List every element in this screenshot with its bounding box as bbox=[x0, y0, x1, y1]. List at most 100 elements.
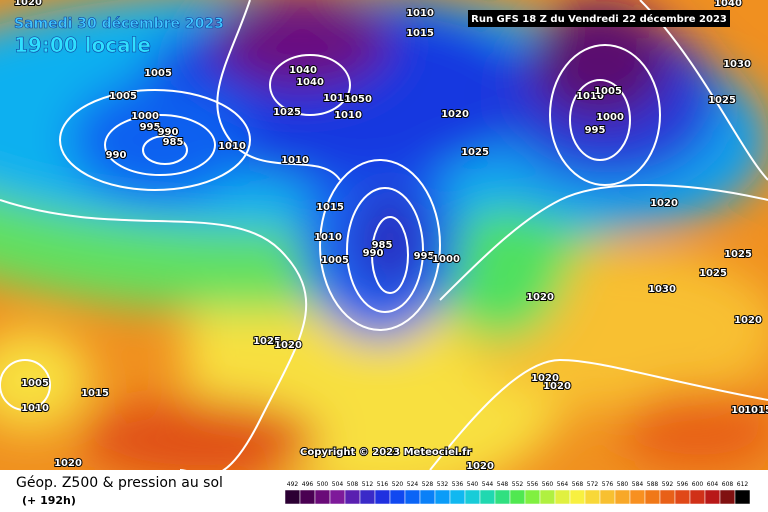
scale-label: 540 bbox=[467, 481, 479, 488]
color-scale: 492 496 500 504 508 512 516 520 524 528 532 536 540 5… bbox=[284, 481, 751, 505]
isobar-label: 1015 bbox=[316, 202, 344, 213]
scale-label: 608 bbox=[722, 481, 734, 488]
isobar-label: 1010 bbox=[334, 110, 362, 121]
isobar-label: 1020 bbox=[526, 292, 554, 303]
isobar-label: 995 bbox=[140, 122, 161, 133]
isobar-label: 1025 bbox=[699, 268, 727, 279]
isobars bbox=[0, 0, 768, 470]
isobar-label: 1005 bbox=[594, 86, 622, 97]
scale-label: 556 bbox=[527, 481, 539, 488]
scale-label: 544 bbox=[482, 481, 494, 488]
scale-label: 492 bbox=[287, 481, 299, 488]
isobar-label: 1005 bbox=[109, 91, 137, 102]
scale-label: 564 bbox=[557, 481, 569, 488]
scale-label: 528 bbox=[422, 481, 434, 488]
scale-label: 588 bbox=[647, 481, 659, 488]
scale-label: 568 bbox=[572, 481, 584, 488]
isobar-label: 1040 bbox=[296, 77, 324, 88]
isobar-label: 1020 bbox=[531, 373, 559, 384]
scale-label: 592 bbox=[662, 481, 674, 488]
isobar-label: 1025 bbox=[724, 249, 752, 260]
scale-swatch bbox=[374, 489, 391, 505]
scale-swatch bbox=[479, 489, 496, 505]
scale-swatch bbox=[674, 489, 691, 505]
scale-label: 600 bbox=[692, 481, 704, 488]
isobar-label: 1000 bbox=[596, 112, 624, 123]
isobar-label: 1050 bbox=[344, 94, 372, 105]
isobar-labels: 1020101010151040103010251005100510009959… bbox=[13, 0, 768, 473]
isobar-label: 1010 bbox=[406, 8, 434, 19]
scale-swatch bbox=[494, 489, 511, 505]
scale-swatch bbox=[539, 489, 556, 505]
isobar-label: 1010 bbox=[21, 403, 49, 414]
valid-date: Samedi 30 décembre 2023 bbox=[14, 16, 224, 32]
scale-label: 548 bbox=[497, 481, 509, 488]
isobar-label: 1020 bbox=[466, 461, 494, 472]
isobar-label: 1020 bbox=[650, 198, 678, 209]
isobar-label: 985 bbox=[163, 137, 184, 148]
scale-swatch bbox=[434, 489, 451, 505]
scale-label: 516 bbox=[377, 481, 389, 488]
isobar-label: 1010 bbox=[314, 232, 342, 243]
scale-swatch bbox=[419, 489, 436, 505]
scale-swatch bbox=[509, 489, 526, 505]
run-info: Run GFS 18 Z du Vendredi 22 décembre 202… bbox=[471, 13, 727, 25]
scale-swatch bbox=[719, 489, 736, 505]
scale-swatch bbox=[359, 489, 376, 505]
isobar-label: 1025 bbox=[708, 95, 736, 106]
isobar-label: 1030 bbox=[648, 284, 676, 295]
scale-swatch bbox=[464, 489, 481, 505]
copyright: Copyright © 2023 Meteociel.fr bbox=[300, 447, 471, 458]
scale-swatch bbox=[614, 489, 631, 505]
valid-time: 19:00 locale bbox=[14, 33, 151, 57]
scale-swatch bbox=[734, 489, 751, 505]
scale-swatch bbox=[584, 489, 601, 505]
isobar-label: 1020 bbox=[274, 340, 302, 351]
isobar-label: 1000 bbox=[131, 111, 159, 122]
scale-label: 552 bbox=[512, 481, 524, 488]
isobar-label: 1010 bbox=[281, 155, 309, 166]
scale-label: 572 bbox=[587, 481, 599, 488]
scale-label: 604 bbox=[707, 481, 719, 488]
map bbox=[0, 0, 768, 470]
scale-swatch bbox=[299, 489, 316, 505]
scale-swatch bbox=[554, 489, 571, 505]
scale-swatch bbox=[569, 489, 586, 505]
scale-label: 524 bbox=[407, 481, 419, 488]
isobar-label: 1020 bbox=[441, 109, 469, 120]
isobar-label: 1020 bbox=[14, 0, 42, 8]
scale-label: 596 bbox=[677, 481, 689, 488]
scale-swatch bbox=[689, 489, 706, 505]
scale-swatch bbox=[449, 489, 466, 505]
isobar-label: 1025 bbox=[253, 336, 281, 347]
isobar-label: 1040 bbox=[714, 0, 742, 9]
scale-label: 496 bbox=[302, 481, 314, 488]
scale-swatch bbox=[599, 489, 616, 505]
isobar-label: 1015 bbox=[744, 405, 768, 416]
isobar-label: 1015 bbox=[323, 93, 351, 104]
isobar-label: 1005 bbox=[21, 378, 49, 389]
isobar-label: 1025 bbox=[273, 107, 301, 118]
scale-swatch bbox=[704, 489, 721, 505]
scale-swatch bbox=[524, 489, 541, 505]
isobar-label: 1015 bbox=[406, 28, 434, 39]
scale-label: 532 bbox=[437, 481, 449, 488]
isobar-label: 990 bbox=[158, 127, 179, 138]
isobar-label: 1020 bbox=[734, 315, 762, 326]
scale-label: 584 bbox=[632, 481, 644, 488]
isobar-label: 1015 bbox=[81, 388, 109, 399]
isobar-label: 1010 bbox=[731, 405, 759, 416]
scale-swatch bbox=[344, 489, 361, 505]
scale-label: 500 bbox=[317, 481, 329, 488]
isobar-label: 1025 bbox=[461, 147, 489, 158]
scale-label: 536 bbox=[452, 481, 464, 488]
isobar-label: 995 bbox=[414, 251, 435, 262]
isobar-label: 990 bbox=[363, 248, 384, 259]
scale-label: 612 bbox=[737, 481, 749, 488]
isobar-label: 1030 bbox=[723, 59, 751, 70]
lead-time: (+ 192h) bbox=[22, 494, 76, 507]
scale-label: 560 bbox=[542, 481, 554, 488]
isobar-label: 1010 bbox=[218, 141, 246, 152]
scale-swatch bbox=[659, 489, 676, 505]
